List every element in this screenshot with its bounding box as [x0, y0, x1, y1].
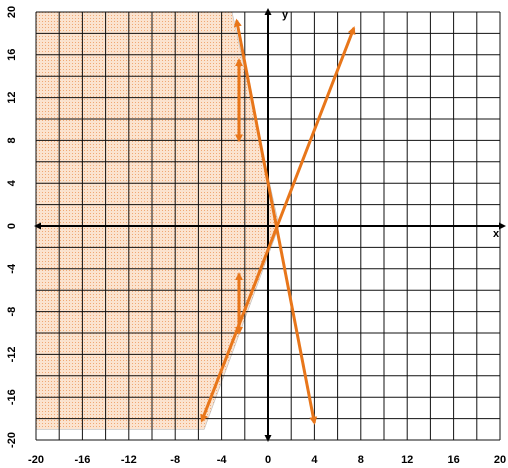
x-tick-label: -4	[217, 454, 228, 466]
series-line-2	[233, 18, 318, 425]
y-tick-label: 20	[6, 6, 18, 18]
x-axis-label: x	[493, 228, 500, 240]
tick-label-layer: -20 -16 -12 -8 -4 0 4 8 12 16 20 20 16 12 8 4 0 -4 -8 -12 -1…	[6, 6, 506, 466]
series-layer	[200, 18, 356, 425]
x-tick-label: 20	[494, 454, 506, 466]
y-tick-label: 8	[6, 137, 18, 143]
x-tick-label: -20	[28, 454, 44, 466]
y-tick-label: -8	[6, 307, 18, 317]
x-tick-label: 0	[265, 454, 271, 466]
x-tick-label: 8	[358, 454, 364, 466]
x-tick-label: -16	[74, 454, 90, 466]
x-tick-label: -8	[170, 454, 180, 466]
y-tick-label: -12	[6, 346, 18, 362]
y-tick-label: -20	[6, 432, 18, 448]
shaded-region-layer	[35, 11, 280, 430]
y-tick-label: 4	[6, 179, 18, 186]
y-tick-label: 0	[6, 223, 18, 229]
y-tick-label: 12	[6, 91, 18, 103]
y-tick-label: 16	[6, 49, 18, 61]
x-tick-label: 12	[401, 454, 413, 466]
x-tick-label: -12	[121, 454, 137, 466]
y-tick-label: -16	[6, 389, 18, 405]
x-tick-label: 16	[447, 454, 459, 466]
x-tick-label: 4	[311, 454, 318, 466]
shaded-region	[35, 11, 280, 430]
y-axis-label: y	[282, 9, 289, 21]
y-tick-label: -4	[6, 263, 18, 274]
